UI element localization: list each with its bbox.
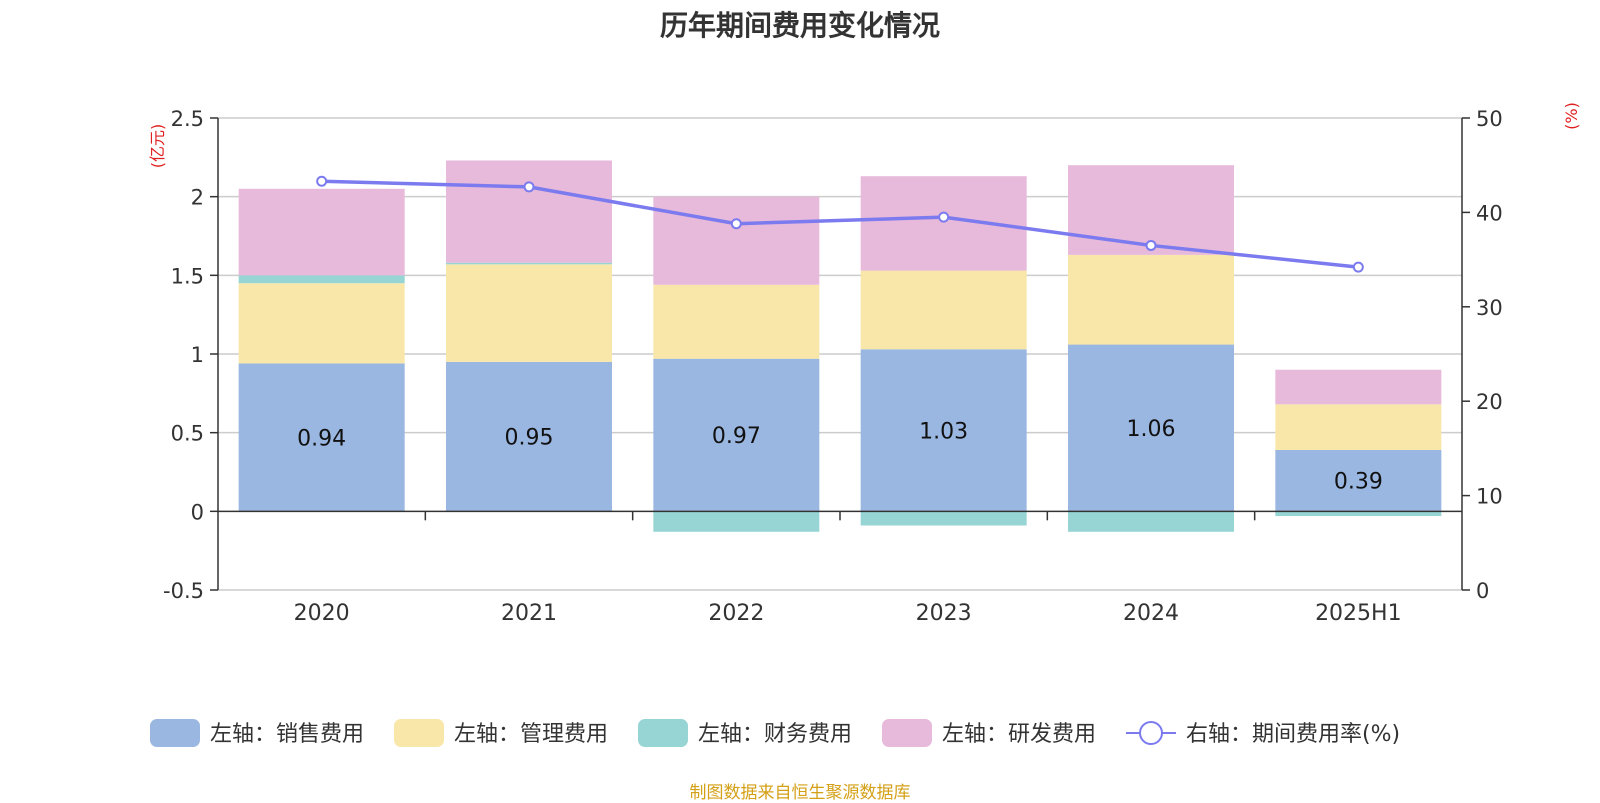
line-series: [316, 175, 1364, 273]
right-axis-tick-label: 30: [1476, 296, 1503, 320]
chart-title: 历年期间费用变化情况: [659, 9, 940, 42]
bar-segment: [238, 363, 405, 512]
left-axis-tick-label: -0.5: [163, 579, 204, 603]
source-note: 制图数据来自恒生聚源数据库: [689, 783, 911, 803]
legend-label: 右轴：期间费用率(%): [1186, 722, 1400, 747]
bar-segment: [860, 270, 1027, 350]
bar-segment: [1068, 511, 1234, 532]
right-axis-tick-label: 40: [1476, 201, 1503, 225]
line-point: [1145, 239, 1157, 251]
line-point: [523, 181, 535, 193]
bar-segment: [1275, 511, 1442, 517]
x-axis-category-label: 2022: [708, 601, 764, 626]
x-axis-category-label: 2023: [916, 601, 972, 626]
bar-segment: [860, 349, 1027, 512]
right-axis-unit: (%): [1562, 102, 1581, 130]
x-axis-category-label: 2024: [1123, 601, 1179, 626]
legend-swatch: [638, 719, 688, 747]
legend-swatch: [150, 719, 200, 747]
right-axis-tick-label: 10: [1476, 485, 1503, 509]
line-point: [938, 211, 950, 223]
left-axis-tick-label: 2.5: [171, 107, 204, 131]
data-labels: 0.94 0.95 0.97 1.03 1.06 0.39: [297, 417, 1383, 495]
bar-segment: [1068, 165, 1234, 255]
bar-segment: [446, 262, 612, 265]
legend-swatch: [394, 719, 444, 747]
left-axis-unit: (亿元): [148, 124, 167, 169]
left-axis-tick-label: 0: [191, 500, 204, 524]
bar-segment: [1275, 369, 1442, 405]
bar-data-label: 0.97: [712, 424, 761, 449]
right-axis-tick-label: 20: [1476, 390, 1503, 414]
x-axis-category-label: 2025H1: [1315, 601, 1402, 626]
bar-segment: [446, 264, 612, 362]
right-axis-tick-label: 50: [1476, 107, 1503, 131]
legend-label: 左轴：管理费用: [454, 722, 608, 747]
right-axis-tick-label: 0: [1476, 579, 1489, 603]
bar-segment: [653, 284, 820, 359]
bar-segment: [1068, 344, 1234, 512]
bar-data-label: 1.06: [1127, 417, 1176, 442]
bar-segment: [238, 275, 405, 284]
legend-swatch: [882, 719, 932, 747]
bar-data-label: 0.94: [297, 426, 346, 451]
legend-label: 左轴：销售费用: [210, 722, 364, 747]
bar-segment: [653, 196, 820, 285]
legend-label: 左轴：财务费用: [698, 722, 852, 747]
bar-data-label: 1.03: [919, 419, 968, 444]
legend-label: 左轴：研发费用: [942, 722, 1096, 747]
bar-data-label: 0.39: [1334, 470, 1383, 495]
bar-segment: [1275, 404, 1442, 450]
legend-marker-icon: [1139, 721, 1163, 745]
bar-segment: [446, 361, 612, 512]
line-point: [316, 175, 328, 187]
bar-segment: [1275, 449, 1442, 512]
bar-series: [238, 160, 1442, 532]
legend: 左轴：销售费用 左轴：管理费用 左轴：财务费用 左轴：研发费用 右轴：期间费用率(%): [150, 719, 1400, 747]
line-point: [1352, 261, 1364, 273]
line-point: [730, 218, 742, 230]
left-axis-tick-label: 0.5: [171, 422, 204, 446]
axes: -0.5 0 0.5 1 1.5 2 2.5 0 10 20 30 40 50 (亿元) (%) 2020 20…: [148, 102, 1581, 626]
bar-segment: [653, 358, 820, 512]
left-axis-tick-label: 1.5: [171, 264, 204, 288]
bar-segment: [238, 283, 405, 364]
bar-data-label: 0.95: [505, 426, 554, 451]
gridlines: [218, 117, 1462, 591]
left-axis-tick-label: 2: [191, 186, 204, 210]
bar-segment: [446, 160, 612, 263]
left-axis-tick-label: 1: [191, 343, 204, 367]
x-axis-category-label: 2021: [501, 601, 557, 626]
bar-segment: [860, 511, 1027, 526]
bar-segment: [1068, 254, 1234, 345]
line-path: [321, 179, 1359, 269]
bar-segment: [653, 511, 820, 532]
x-axis-category-label: 2020: [294, 601, 350, 626]
bar-segment: [238, 188, 405, 276]
